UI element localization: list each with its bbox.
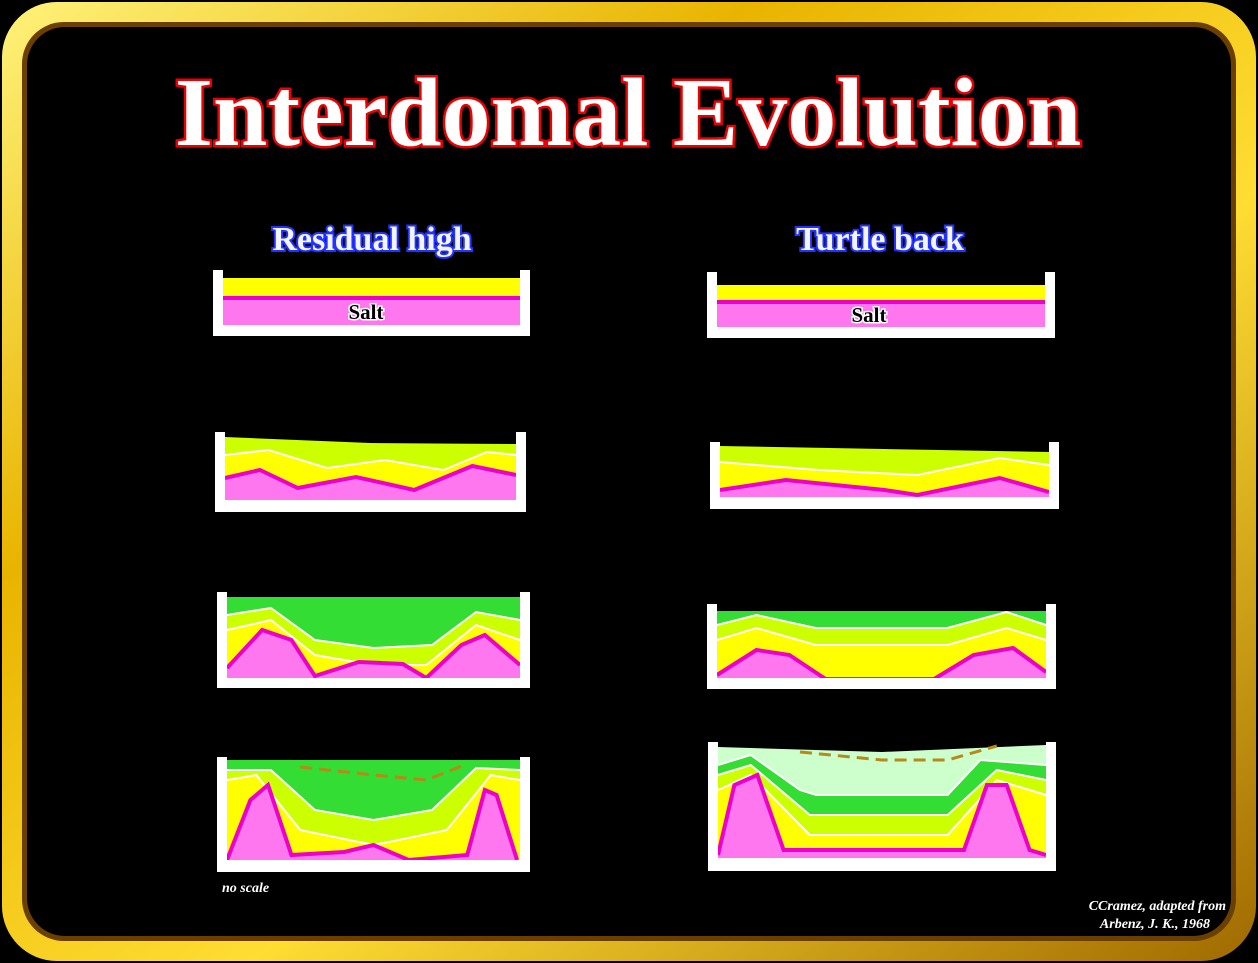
box-bottom [215,500,526,512]
horizon [717,753,1047,796]
box-bottom [213,325,530,336]
credit: CCramez, adapted from [1089,899,1226,914]
box-bottom [710,497,1059,509]
horizon [717,763,1047,816]
salt-top [716,772,1047,857]
horizon [224,448,517,472]
salt-top [225,781,519,863]
box-bottom [708,858,1056,871]
box-bottom [707,327,1055,338]
column-heading: Turtle back [796,221,964,258]
dashed-horizon [799,744,998,762]
background [27,27,1231,936]
stratum [225,466,516,500]
salt-top [225,627,522,681]
stratum [718,775,1046,858]
stratum [227,775,520,860]
note: no scale [222,881,269,896]
panels [213,270,1059,872]
credit: Arbenz, J. K., 1968 [1099,917,1210,932]
salt-top [224,463,517,493]
title: Interdomal Evolution [175,59,1082,167]
stratum [717,648,1046,679]
salt-label: Salt [851,303,886,327]
salt-label: Salt [348,300,383,324]
box-bottom [217,678,530,688]
horizon [716,626,1047,646]
horizon [226,606,521,650]
horizon [227,766,521,822]
horizon [717,773,1047,836]
column-heading: Residual high [272,221,471,258]
dashed-horizon [300,762,468,782]
box-bottom [707,678,1056,689]
stratum [227,630,520,678]
stratum [718,775,1046,858]
horizon [716,610,1047,629]
salt-top [719,475,1050,498]
box-bottom [217,860,530,872]
stratum [717,302,1045,327]
stratum [223,298,520,325]
horizon [719,456,1050,477]
